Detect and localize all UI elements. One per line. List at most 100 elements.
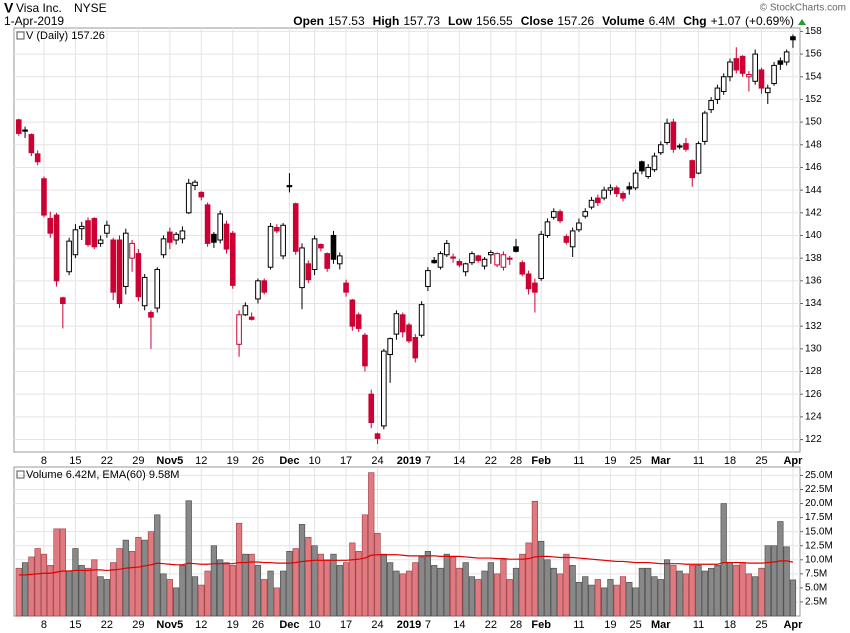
volume-bar — [758, 567, 765, 617]
date: 1-Apr-2019 — [4, 14, 64, 28]
volume-bar — [708, 567, 715, 617]
x-tick-label: 11 — [693, 455, 704, 467]
candle-body — [324, 253, 330, 269]
volume-bar — [424, 551, 431, 617]
x-tick-label: 22 — [485, 619, 497, 631]
candle-body — [695, 143, 702, 174]
volume-bar — [525, 542, 532, 617]
candle-body — [431, 259, 437, 264]
candle-body — [588, 199, 595, 208]
x-tick-label: 12 — [195, 619, 207, 631]
x-tick-label: Dec — [279, 455, 299, 467]
y-tick-label: 132 — [805, 321, 822, 332]
candle-body — [494, 253, 500, 266]
x-tick-label: 14 — [453, 455, 465, 467]
change-arrow — [798, 19, 806, 25]
x-tick-label: Apr — [783, 455, 803, 467]
volume-bar — [462, 562, 469, 617]
candle-body — [97, 239, 104, 244]
volume-bar — [531, 500, 538, 617]
y-tick-label: 140 — [805, 230, 822, 241]
candle-body — [513, 246, 519, 252]
x-tick-label: 17 — [340, 619, 352, 631]
volume-bar — [128, 551, 136, 617]
x-tick-label: 19 — [604, 455, 616, 467]
x-tick-label: 8 — [41, 619, 47, 631]
volume-bar — [601, 587, 608, 617]
candle-body — [481, 258, 488, 267]
candle-body — [122, 232, 129, 287]
candle-body — [299, 247, 305, 289]
candle-body — [236, 314, 242, 345]
candle-body — [764, 87, 771, 94]
volume-bar — [481, 570, 488, 617]
volume-bar — [682, 573, 690, 617]
x-tick-label: Mar — [651, 619, 671, 631]
candle-body — [601, 189, 607, 199]
x-tick-label: Nov5 — [156, 619, 183, 631]
volume-bar — [431, 565, 438, 617]
volume-bar — [607, 579, 614, 617]
candle-body — [91, 217, 98, 248]
volume-bar — [34, 548, 41, 617]
candle-body — [664, 122, 670, 144]
volume-bar — [198, 584, 205, 617]
candle-body — [343, 282, 349, 293]
candle-body — [160, 238, 167, 256]
candle-body — [525, 273, 532, 290]
candle-body — [418, 304, 425, 336]
volume-bar — [261, 579, 268, 617]
x-tick-label: 12 — [195, 455, 207, 467]
volume-bar — [185, 500, 192, 617]
candle-body — [790, 36, 796, 41]
x-tick-label: 29 — [132, 455, 144, 467]
volume-bar — [280, 570, 287, 617]
volume-bar — [456, 567, 463, 617]
candle-body — [532, 282, 538, 293]
candle-body — [223, 223, 230, 250]
candle-body — [135, 253, 142, 298]
candle-body — [620, 193, 626, 199]
x-tick-label: 7 — [425, 619, 431, 631]
legend: V (Daily) 157.26 — [26, 30, 105, 42]
volume-bar — [582, 576, 589, 617]
volume-bar — [733, 565, 740, 617]
candle-body — [557, 211, 563, 222]
candle-body — [192, 181, 198, 187]
volume-bar — [204, 570, 211, 617]
plot-frame — [13, 27, 801, 453]
candle-body — [777, 60, 784, 65]
candle-body — [387, 338, 393, 356]
x-tick-label: 8 — [41, 455, 47, 467]
volume-bar — [273, 587, 280, 617]
y-tick-label: 148 — [805, 139, 822, 150]
volume-bar — [626, 581, 633, 617]
volume-bar — [695, 565, 702, 617]
candle-body — [66, 240, 72, 273]
quote-label: Volume — [602, 14, 645, 28]
y-tick-label: 138 — [805, 253, 822, 264]
candle-body — [613, 187, 620, 195]
x-tick-label: 22 — [101, 619, 113, 631]
candle-body — [336, 255, 343, 265]
volume-bar — [670, 565, 677, 617]
candle-body — [368, 393, 375, 424]
volume-bar — [292, 548, 299, 617]
volume-bar — [324, 559, 331, 617]
candle-body — [462, 263, 469, 273]
volume-bar — [726, 562, 734, 617]
volume-bar — [575, 581, 583, 617]
volume-bar — [286, 551, 293, 617]
volume-bar — [59, 528, 66, 617]
x-tick-label: 2019 — [397, 619, 421, 631]
x-tick-label: 7 — [425, 455, 431, 467]
y-tick-label: 5.0M — [805, 583, 827, 594]
candle-body — [311, 238, 318, 270]
candle-body — [550, 211, 557, 218]
candle-body — [204, 204, 211, 244]
candle-body — [412, 336, 419, 359]
candle-body — [727, 61, 733, 78]
candle-body — [708, 100, 714, 111]
volume-bar — [449, 556, 457, 617]
candle-body — [689, 160, 696, 179]
